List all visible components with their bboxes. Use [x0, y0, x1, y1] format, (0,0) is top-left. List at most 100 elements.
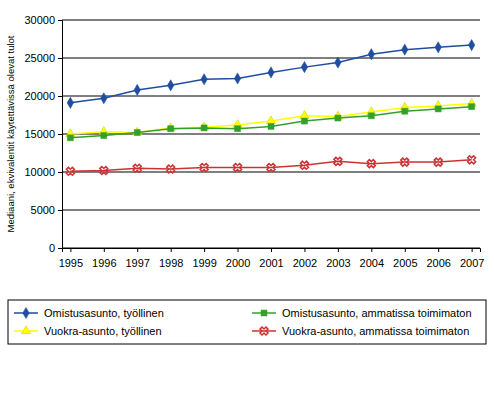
point-marker	[399, 156, 411, 168]
point	[402, 44, 408, 55]
point	[300, 110, 309, 118]
point-marker	[133, 127, 142, 135]
x-tick-mark	[238, 248, 239, 252]
point	[165, 163, 177, 175]
y-tick: 20000	[24, 90, 62, 102]
x-tick: 2003	[326, 248, 350, 269]
legend-label: Omistusasunto, ammatissa toimimaton	[282, 307, 472, 319]
point	[67, 97, 73, 108]
point-marker	[268, 123, 274, 129]
y-tick-mark	[58, 134, 62, 135]
x-tick-label: 2004	[360, 257, 384, 269]
legend: Omistusasunto, työllinen Vuokra-asunto, t…	[8, 300, 486, 344]
x-tick-mark	[137, 248, 138, 252]
x-tick-label: 2001	[259, 257, 283, 269]
point-marker	[368, 113, 374, 119]
legend-marker	[261, 310, 267, 316]
y-tick: 10000	[24, 166, 62, 178]
point	[133, 127, 142, 135]
point-marker	[466, 154, 478, 166]
point-marker	[335, 57, 341, 68]
point-marker	[265, 161, 277, 173]
series-line	[70, 104, 471, 134]
point-marker	[67, 135, 73, 141]
point-marker	[134, 129, 140, 135]
y-tick-mark	[58, 20, 62, 21]
point-marker	[266, 116, 275, 124]
legend-symbol	[23, 307, 29, 318]
point-marker	[368, 49, 374, 60]
legend-symbol	[261, 310, 267, 316]
point-marker	[64, 165, 76, 177]
x-tick-label: 2002	[293, 257, 317, 269]
y-axis: 050001000015000200002500030000	[24, 14, 62, 254]
y-tick: 15000	[24, 128, 62, 140]
point	[469, 104, 475, 110]
x-tick-mark	[304, 248, 305, 252]
x-tick-label: 1998	[159, 257, 183, 269]
x-tick-mark	[171, 248, 172, 252]
point	[298, 159, 310, 171]
point	[98, 164, 110, 176]
point	[468, 39, 474, 50]
point-marker	[468, 39, 474, 50]
marks	[64, 39, 477, 177]
y-tick-label: 15000	[24, 128, 55, 140]
point	[301, 118, 307, 124]
x-tick-label: 2006	[426, 257, 450, 269]
point	[335, 57, 341, 68]
legend-marker	[258, 325, 270, 337]
point-marker	[201, 74, 207, 85]
point	[266, 116, 275, 124]
point	[198, 161, 210, 173]
point-marker	[268, 67, 274, 78]
point-marker	[298, 159, 310, 171]
point-marker	[232, 161, 244, 173]
point	[332, 155, 344, 167]
point-marker	[234, 73, 240, 84]
legend-item: Vuokra-asunto, työllinen	[14, 325, 162, 337]
legend-item: Omistusasunto, työllinen	[14, 307, 164, 319]
grid-line	[62, 96, 480, 97]
x-tick: 1997	[125, 248, 149, 269]
chart: 0500010000150002000025000300001995199619…	[0, 0, 494, 395]
point-marker	[235, 126, 241, 132]
x-axis: 1995199619971998199920002001200220032004…	[59, 248, 485, 269]
legend-label: Omistusasunto, työllinen	[44, 307, 164, 319]
grid-line	[62, 172, 480, 173]
x-tick-mark	[405, 248, 406, 252]
point-marker	[469, 104, 475, 110]
y-axis-line	[58, 21, 63, 249]
legend-marker	[23, 307, 29, 318]
point	[168, 126, 174, 132]
legend-label: Vuokra-asunto, ammatissa toimimaton	[282, 325, 469, 337]
x-tick: 2000	[226, 248, 250, 269]
point-marker	[101, 93, 107, 104]
y-tick-label: 25000	[24, 52, 55, 64]
x-tick: 1999	[192, 248, 216, 269]
point	[265, 161, 277, 173]
grid	[62, 20, 480, 248]
point	[335, 115, 341, 121]
point-marker	[402, 44, 408, 55]
y-axis-title: Mediaani, ekvivalentit käytettävissä ole…	[5, 35, 16, 232]
point	[368, 113, 374, 119]
y-tick-label: 20000	[24, 90, 55, 102]
series-line	[70, 45, 471, 103]
y-tick: 30000	[24, 14, 62, 26]
point	[301, 62, 307, 73]
point	[232, 161, 244, 173]
point	[67, 135, 73, 141]
x-tick-label: 1997	[125, 257, 149, 269]
point-marker	[301, 62, 307, 73]
point	[432, 156, 444, 168]
point	[134, 84, 140, 95]
point	[101, 133, 107, 139]
y-tick: 25000	[24, 52, 62, 64]
legend-line	[252, 330, 276, 332]
x-tick: 2005	[393, 248, 417, 269]
point-marker	[365, 158, 377, 170]
x-tick-label: 2000	[226, 257, 250, 269]
point-marker	[134, 84, 140, 95]
point	[64, 165, 76, 177]
